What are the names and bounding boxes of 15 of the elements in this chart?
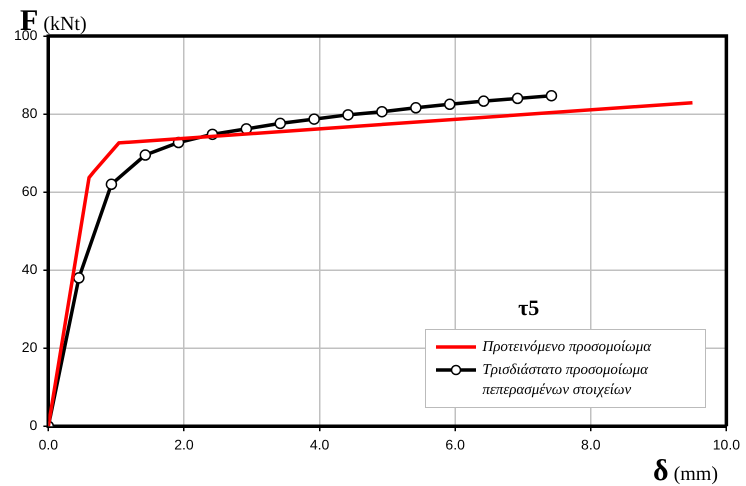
x-tick-label: 2.0 [174,436,194,452]
x-tick-label: 10.0 [712,436,740,452]
x-axis-title: δ (mm) [652,454,718,486]
x-tick-label: 0.0 [38,436,58,452]
x-tick-label: 8.0 [581,436,601,452]
x-tick-label: 4.0 [310,436,330,452]
y-tick-label: 60 [22,182,38,199]
x-tick-label: 6.0 [445,436,466,452]
y-tick-label: 20 [22,339,38,356]
legend-label: Τρισδιάστατο προσομοίωμα πεπερασμένων στοιχείων [482,361,650,400]
y-tick-label: 80 [22,104,38,121]
y-tick-label: 0 [30,417,38,434]
y-tick-label: 40 [22,260,38,277]
legend-label: Προτεινόμενο προσομοίωμα [482,338,652,358]
annotation: τ5 [518,295,540,322]
